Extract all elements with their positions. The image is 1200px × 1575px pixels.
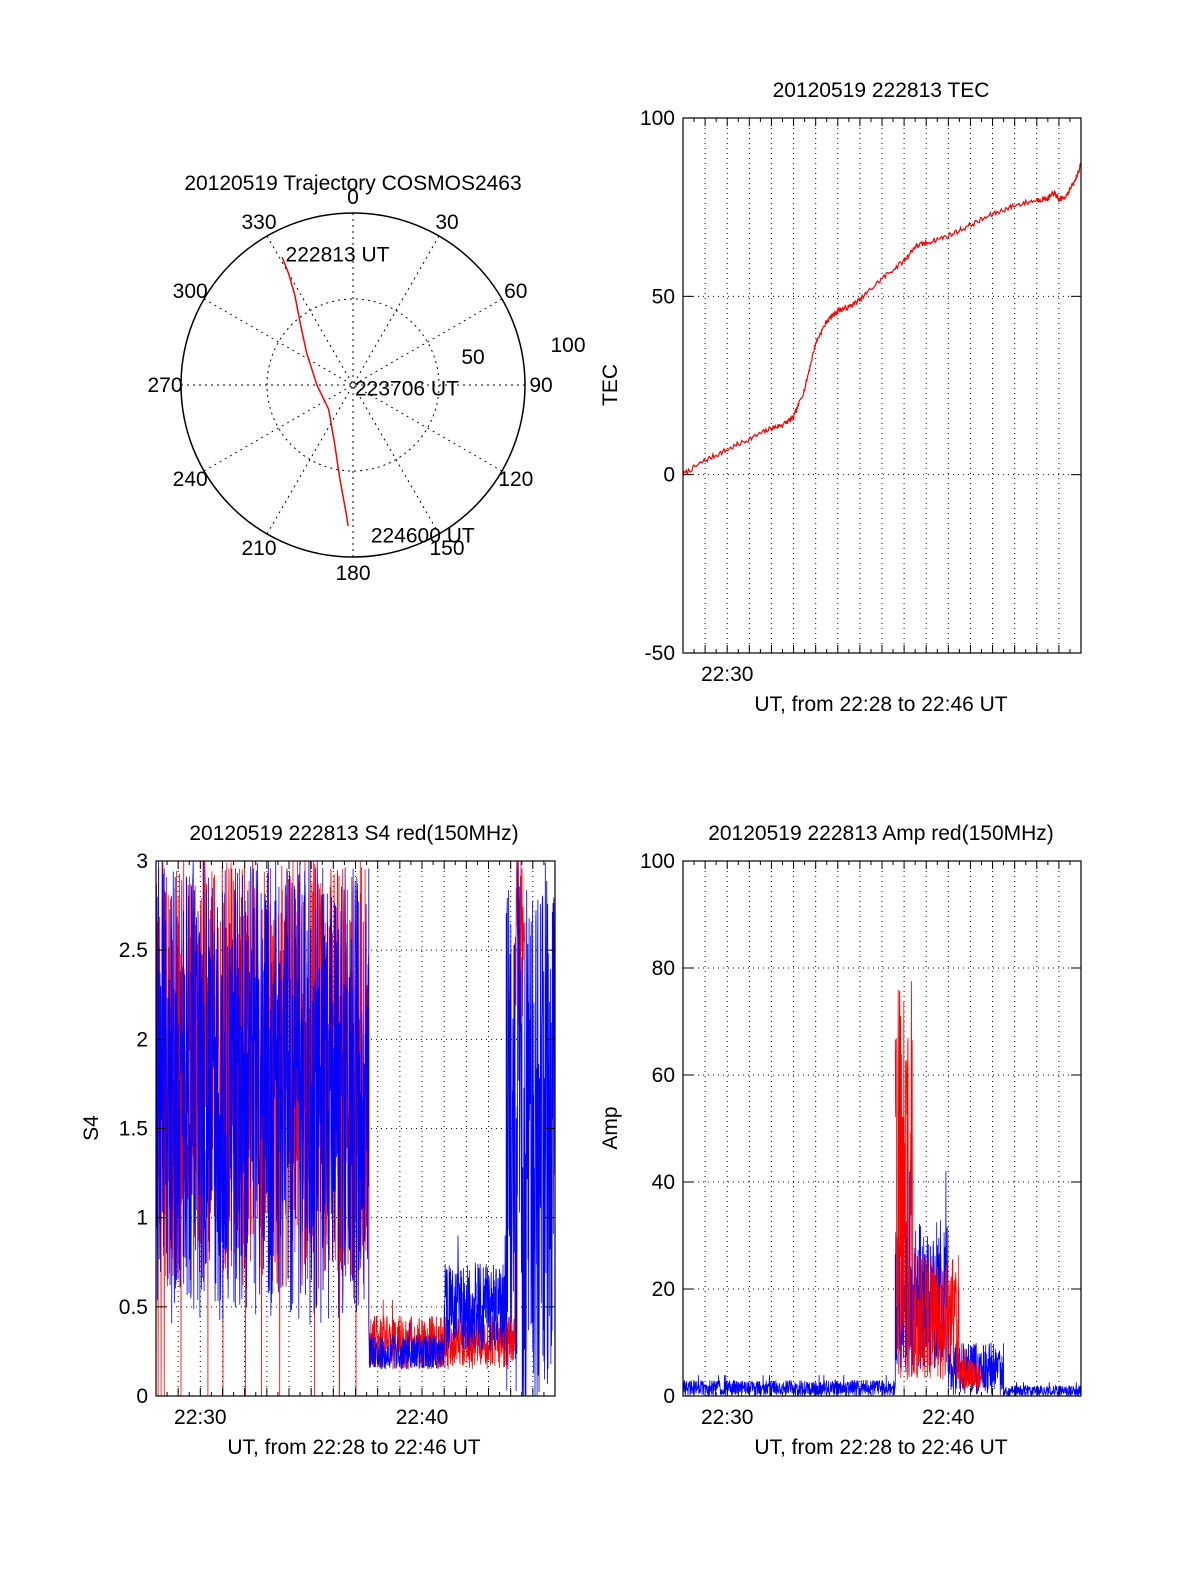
x-tick-label: 22:30 — [701, 663, 754, 686]
polar-trajectory — [281, 256, 349, 527]
plot-area — [682, 981, 1082, 1397]
y-tick-label: 0 — [663, 464, 675, 487]
tec-title: 20120519 222813 TEC — [773, 79, 990, 102]
polar-trajectory-line — [281, 256, 349, 527]
polar-azimuth-label: 150 — [429, 537, 464, 560]
plot-area — [155, 860, 556, 1397]
y-tick-label: 60 — [652, 1064, 675, 1087]
x-tick-label: 22:40 — [922, 1406, 975, 1429]
y-tick-label: 80 — [652, 957, 675, 980]
x-tick-label: 22:40 — [396, 1406, 449, 1429]
tec-chart: 20120519 222813 TEC UT, from 22:28 to 22… — [599, 79, 1082, 716]
y-tick-label: 100 — [640, 850, 675, 873]
y-tick-label: 20 — [652, 1278, 675, 1301]
series-line-blue — [682, 1171, 1082, 1397]
polar-time-annotation: 223706 UT — [355, 377, 459, 400]
y-tick-label: 50 — [652, 285, 675, 308]
polar-azimuth-label: 60 — [504, 280, 527, 303]
y-tick-label: 0.5 — [119, 1296, 148, 1319]
polar-azimuth-labels: 0 30 60 90 120 150 180 210 240 270 300 330 50 100 — [147, 186, 585, 585]
amp-xlabel: UT, from 22:28 to 22:46 UT — [754, 1436, 1007, 1459]
polar-azimuth-label: 30 — [435, 211, 458, 234]
polar-time-annotation: 224600 UT — [371, 525, 475, 548]
series-line-red — [682, 162, 1082, 477]
amp-title: 20120519 222813 Amp red(150MHz) — [708, 822, 1054, 845]
polar-grid — [180, 212, 526, 558]
s4-xlabel: UT, from 22:28 to 22:46 UT — [227, 1436, 480, 1459]
series-line-blue — [155, 860, 556, 1397]
polar-azimuth-label: 0 — [347, 186, 359, 209]
y-tick-label: 100 — [640, 107, 675, 130]
polar-radial-label: 100 — [550, 334, 585, 357]
polar-azimuth-label: 330 — [241, 211, 276, 234]
y-tick-label: -50 — [645, 642, 675, 665]
polar-azimuth-label: 90 — [529, 374, 552, 397]
amp-chart: 20120519 222813 Amp red(150MHz) UT, from… — [599, 822, 1082, 1459]
polar-azimuth-label: 210 — [241, 537, 276, 560]
amp-ylabel: Amp — [599, 1106, 622, 1149]
y-tick-label: 2 — [136, 1028, 148, 1051]
tec-xlabel: UT, from 22:28 to 22:46 UT — [754, 693, 1007, 716]
s4-ylabel: S4 — [80, 1115, 103, 1141]
y-tick-label: 2.5 — [119, 939, 148, 962]
trajectory-polar-chart: 20120519 Trajectory COSMOS2463 0 30 60 90 12… — [147, 172, 585, 585]
polar-annotations: 222813 UT 223706 UT 224600 UT — [286, 243, 475, 547]
y-tick-label: 0 — [136, 1385, 148, 1408]
polar-azimuth-label: 120 — [498, 468, 533, 491]
y-tick-label: 1.5 — [119, 1118, 148, 1141]
polar-azimuth-label: 180 — [335, 562, 370, 585]
tec-ylabel: TEC — [599, 364, 622, 406]
y-tick-label: 3 — [136, 850, 148, 873]
x-tick-label: 22:30 — [174, 1406, 227, 1429]
s4-chart: 20120519 222813 S4 red(150MHz) UT, from … — [80, 822, 556, 1459]
polar-azimuth-label: 270 — [147, 374, 182, 397]
s4-title: 20120519 222813 S4 red(150MHz) — [189, 822, 518, 845]
y-tick-label: 0 — [663, 1385, 675, 1408]
y-tick-label: 1 — [136, 1207, 148, 1230]
polar-radial-label: 50 — [461, 346, 484, 369]
y-tick-label: 40 — [652, 1171, 675, 1194]
polar-title: 20120519 Trajectory COSMOS2463 — [184, 172, 521, 195]
polar-time-annotation: 222813 UT — [286, 243, 390, 266]
x-tick-label: 22:30 — [701, 1406, 754, 1429]
plot-area — [682, 162, 1082, 477]
series-line-red — [894, 981, 982, 1391]
polar-azimuth-label: 240 — [173, 468, 208, 491]
polar-azimuth-label: 300 — [173, 280, 208, 303]
